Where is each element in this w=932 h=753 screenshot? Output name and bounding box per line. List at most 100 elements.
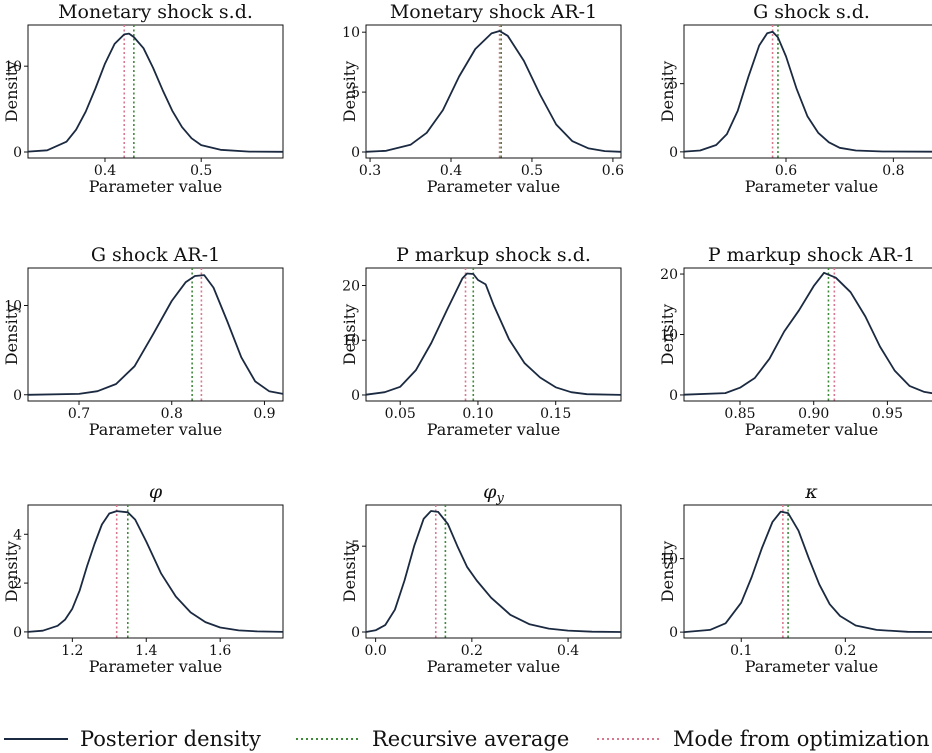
x-tick-label: 0.1 <box>730 643 752 659</box>
y-tick-label: 0 <box>351 388 360 404</box>
y-tick-label: 10 <box>342 25 360 41</box>
y-tick-label: 5 <box>351 85 360 101</box>
legend-mode-label: Mode from optimization <box>673 727 930 751</box>
x-tick-label: 1.4 <box>135 643 157 659</box>
x-tick-label: 0.10 <box>462 406 493 422</box>
panel-title: φy <box>483 481 504 506</box>
x-axis-label: Parameter value <box>427 420 561 439</box>
panel-5: P markup shock s.d. 0 10 20 0.05 0.10 0.15Para… <box>340 244 622 439</box>
axes-frame <box>27 24 284 159</box>
y-tick-label: 0 <box>351 145 360 161</box>
axes-frame <box>365 267 622 402</box>
y-axis-label: Density <box>2 304 21 365</box>
panel-title: P markup shock AR-1 <box>708 244 915 266</box>
y-axis-label: Density <box>340 61 359 122</box>
x-axis-label: Parameter value <box>89 657 223 676</box>
posterior-density-line <box>365 272 622 396</box>
panel-6: P markup shock AR-1 0 10 20 0.85 0.90 0.95Para… <box>658 244 932 439</box>
x-tick-label: 0.6 <box>602 163 624 179</box>
panel-title: Monetary shock s.d. <box>58 1 253 23</box>
y-tick-label: 0 <box>669 625 678 641</box>
x-tick-label: 0.05 <box>385 406 416 422</box>
panel-title: P markup shock s.d. <box>396 244 591 266</box>
y-tick-label: 4 <box>13 527 22 543</box>
axes-frame <box>27 504 284 639</box>
x-axis-label: Parameter value <box>89 420 223 439</box>
posterior-density-line <box>365 510 622 633</box>
axes-frame <box>683 267 932 402</box>
y-tick-label: 0 <box>351 625 360 641</box>
y-tick-label: 0 <box>13 388 22 404</box>
posterior-density-line <box>27 274 284 396</box>
x-tick-label: 0.8 <box>161 406 183 422</box>
y-tick-label: 5 <box>669 77 678 93</box>
posterior-density-line <box>683 30 932 153</box>
posterior-density-line <box>683 510 932 633</box>
x-tick-label: 1.2 <box>61 643 83 659</box>
y-tick-label: 0 <box>13 625 22 641</box>
y-tick-label: 2 <box>13 576 22 592</box>
panel-title: G shock s.d. <box>753 1 870 23</box>
y-tick-label: 20 <box>660 267 678 283</box>
axes-frame <box>683 24 932 159</box>
axes-frame <box>365 24 622 159</box>
y-axis-label: Density <box>658 304 677 365</box>
x-axis-label: Parameter value <box>745 177 879 196</box>
posterior-density-line <box>27 32 284 153</box>
x-tick-label: 0.9 <box>253 406 275 422</box>
x-tick-label: 0.4 <box>94 163 116 179</box>
legend: Posterior density Recursive average Mode… <box>4 727 930 751</box>
y-tick-label: 10 <box>660 552 678 568</box>
y-axis-label: Density <box>340 304 359 365</box>
y-tick-label: 10 <box>4 59 22 75</box>
x-tick-label: 0.4 <box>440 163 462 179</box>
x-tick-label: 0.2 <box>461 643 483 659</box>
y-tick-label: 10 <box>4 298 22 314</box>
x-tick-label: 0.15 <box>540 406 571 422</box>
panel-title: Monetary shock AR-1 <box>390 1 597 23</box>
x-tick-label: 0.0 <box>364 643 386 659</box>
x-tick-label: 0.7 <box>68 406 90 422</box>
y-tick-label: 10 <box>660 328 678 344</box>
posterior-density-line <box>365 30 622 153</box>
panel-title: G shock AR-1 <box>91 244 220 266</box>
legend-posterior-label: Posterior density <box>80 727 261 751</box>
y-axis-label: Density <box>658 541 677 602</box>
x-tick-label: 0.4 <box>557 643 579 659</box>
x-tick-label: 0.8 <box>882 163 904 179</box>
x-tick-label: 0.3 <box>359 163 381 179</box>
x-axis-label: Parameter value <box>89 177 223 196</box>
y-tick-label: 0 <box>669 145 678 161</box>
x-tick-label: 0.5 <box>190 163 212 179</box>
y-tick-label: 10 <box>342 333 360 349</box>
posterior-density-line <box>683 271 932 396</box>
legend-recursive-label: Recursive average <box>372 727 569 751</box>
axes-frame <box>27 267 284 402</box>
y-tick-label: 0 <box>13 145 22 161</box>
y-tick-label: 5 <box>351 539 360 555</box>
x-tick-label: 0.90 <box>798 406 829 422</box>
x-tick-label: 0.5 <box>521 163 543 179</box>
y-axis-label: Density <box>2 61 21 122</box>
x-tick-label: 0.85 <box>724 406 755 422</box>
panel-2: Monetary shock AR-1 0 5 10 0.3 0.4 0.5 0.6 Param… <box>340 1 624 196</box>
x-axis-label: Parameter value <box>427 177 561 196</box>
x-axis-label: Parameter value <box>427 657 561 676</box>
panel-title: φ <box>149 481 163 503</box>
x-tick-label: 0.95 <box>872 406 903 422</box>
y-axis-label: Density <box>658 61 677 122</box>
x-axis-label: Parameter value <box>745 657 879 676</box>
x-tick-label: 0.2 <box>834 643 856 659</box>
x-tick-label: 1.6 <box>209 643 231 659</box>
axes-frame <box>365 504 622 639</box>
x-axis-label: Parameter value <box>745 420 879 439</box>
panel-4: G shock AR-1 0 10 0.7 0.8 0.9 Parameter value D… <box>2 244 284 439</box>
y-axis-label: Density <box>2 541 21 602</box>
x-tick-label: 0.6 <box>775 163 797 179</box>
panel-title: κ <box>804 481 818 503</box>
